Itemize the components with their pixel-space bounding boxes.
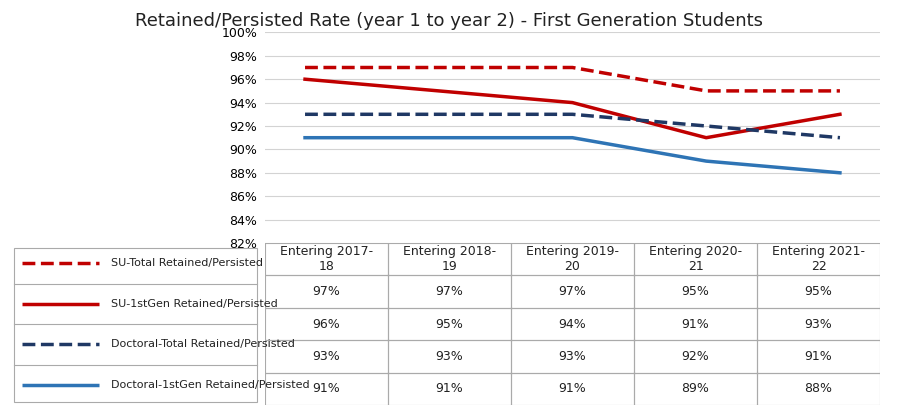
Text: 97%: 97% bbox=[559, 285, 586, 298]
Text: SU-Total Retained/Persisted: SU-Total Retained/Persisted bbox=[111, 258, 263, 268]
Text: 93%: 93% bbox=[559, 350, 586, 363]
Text: 94%: 94% bbox=[559, 318, 586, 330]
Text: 95%: 95% bbox=[682, 285, 709, 298]
Text: 91%: 91% bbox=[313, 382, 340, 395]
Text: 97%: 97% bbox=[313, 285, 340, 298]
Text: 93%: 93% bbox=[805, 318, 832, 330]
Text: 91%: 91% bbox=[559, 382, 586, 395]
Text: Entering 2020-
21: Entering 2020- 21 bbox=[649, 245, 742, 273]
Text: 95%: 95% bbox=[436, 318, 463, 330]
Text: Entering 2021-
22: Entering 2021- 22 bbox=[772, 245, 865, 273]
Text: Doctoral-1stGen Retained/Persisted: Doctoral-1stGen Retained/Persisted bbox=[111, 380, 310, 390]
Text: Doctoral-Total Retained/Persisted: Doctoral-Total Retained/Persisted bbox=[111, 339, 295, 349]
Text: 96%: 96% bbox=[313, 318, 340, 330]
Text: 95%: 95% bbox=[805, 285, 832, 298]
Text: 88%: 88% bbox=[805, 382, 832, 395]
Text: 89%: 89% bbox=[682, 382, 709, 395]
Text: Entering 2017-
18: Entering 2017- 18 bbox=[280, 245, 373, 273]
Text: Entering 2018-
19: Entering 2018- 19 bbox=[403, 245, 496, 273]
Text: 93%: 93% bbox=[436, 350, 463, 363]
Text: 92%: 92% bbox=[682, 350, 709, 363]
Text: 91%: 91% bbox=[682, 318, 709, 330]
Text: SU-1stGen Retained/Persisted: SU-1stGen Retained/Persisted bbox=[111, 299, 278, 309]
Text: 97%: 97% bbox=[436, 285, 463, 298]
Text: 93%: 93% bbox=[313, 350, 340, 363]
Text: Retained/Persisted Rate (year 1 to year 2) - First Generation Students: Retained/Persisted Rate (year 1 to year … bbox=[135, 12, 763, 30]
Text: 91%: 91% bbox=[436, 382, 463, 395]
Text: Entering 2019-
20: Entering 2019- 20 bbox=[526, 245, 619, 273]
Text: 91%: 91% bbox=[805, 350, 832, 363]
